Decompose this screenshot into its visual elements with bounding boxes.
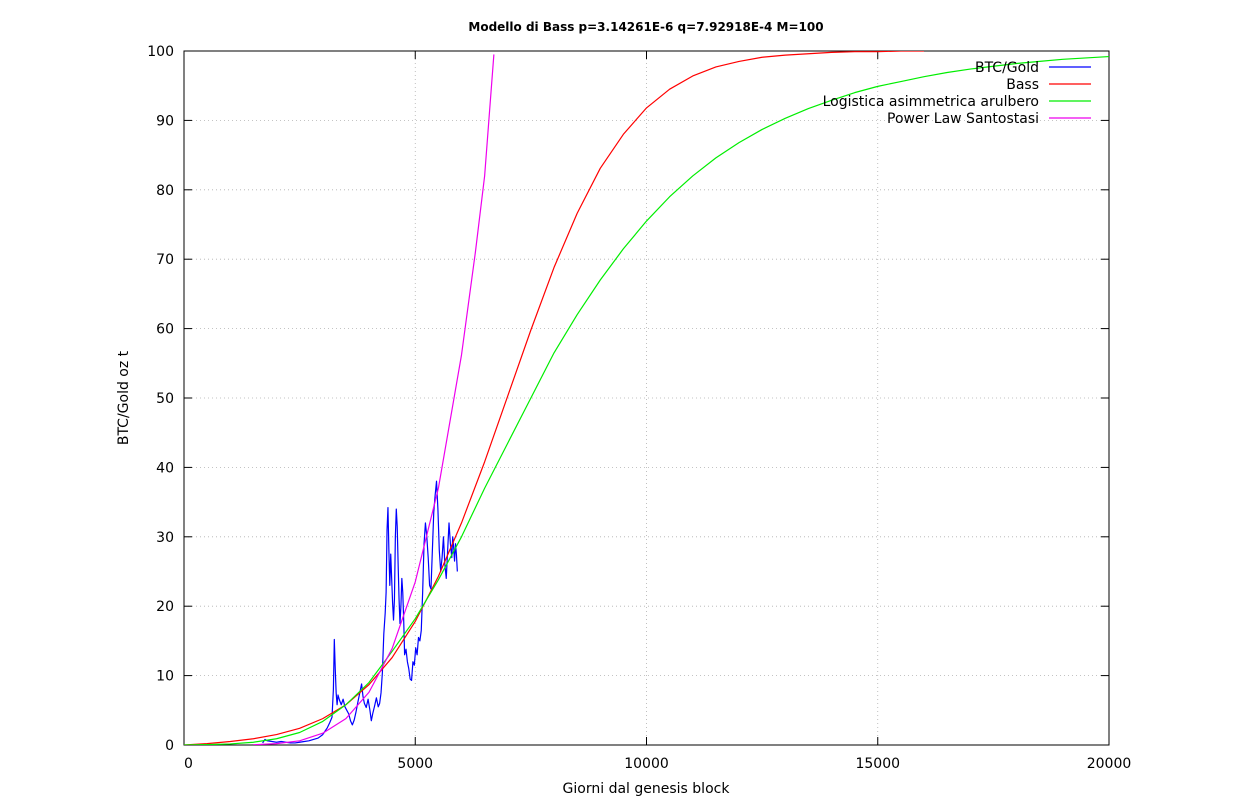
series-line-logistica — [184, 55, 1109, 745]
x-axis-label: Giorni dal genesis block — [563, 781, 731, 797]
y-tick-label: 0 — [165, 738, 174, 754]
legend-label-logistica: Logistica asimmetrica arulbero — [823, 94, 1039, 110]
series-line-power-law — [253, 54, 495, 745]
grid — [184, 51, 1109, 745]
y-tick-label: 70 — [156, 252, 174, 268]
y-tick-label: 60 — [156, 322, 174, 338]
y-tick-label: 30 — [156, 530, 174, 546]
x-tick-label: 0 — [184, 756, 193, 772]
series-line-btc-gold — [262, 480, 458, 744]
series-line-bass — [184, 51, 924, 745]
legend-label-power-law: Power Law Santostasi — [887, 111, 1039, 127]
y-tick-label: 20 — [156, 599, 174, 615]
x-tick-label: 15000 — [855, 756, 900, 772]
y-tick-label: 80 — [156, 183, 174, 199]
x-tick-label: 10000 — [624, 756, 669, 772]
y-axis-label: BTC/Gold oz t — [116, 350, 132, 445]
series-layer — [184, 51, 1109, 745]
y-tick-label: 100 — [147, 44, 174, 60]
chart-title: Modello di Bass p=3.14261E-6 q=7.92918E-… — [468, 20, 823, 34]
y-tick-label: 50 — [156, 391, 174, 407]
legend-label-bass: Bass — [1006, 77, 1039, 93]
axes — [183, 50, 1110, 746]
y-tick-label: 10 — [156, 669, 174, 685]
x-tick-label: 5000 — [397, 756, 433, 772]
y-tick-label: 90 — [156, 113, 174, 129]
x-tick-label: 20000 — [1087, 756, 1132, 772]
legend-label-btc-gold: BTC/Gold — [975, 60, 1039, 76]
tick-labels: 0 10 20 30 40 50 60 70 80 90 100 0 5000 10000 15000 200… — [147, 44, 1131, 772]
y-tick-label: 40 — [156, 460, 174, 476]
